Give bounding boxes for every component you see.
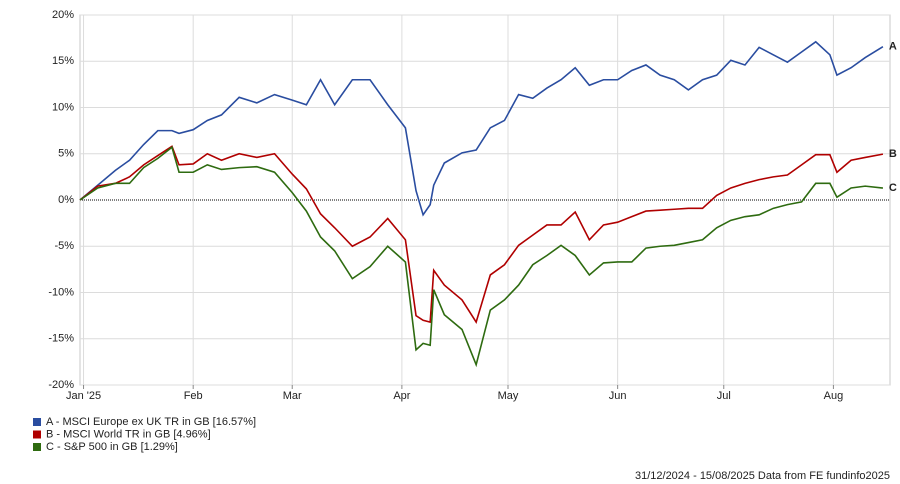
y-tick-label: -20% <box>48 379 74 391</box>
x-tick-label: Mar <box>283 390 302 402</box>
x-tick-label: Jul <box>717 390 731 402</box>
line-end-label: A <box>889 41 897 53</box>
legend-label: B - MSCI World TR in GB [4.96%] <box>46 428 211 440</box>
x-tick-label: Aug <box>824 390 844 402</box>
y-tick-label: 0% <box>58 194 74 206</box>
x-tick-label: Feb <box>184 390 203 402</box>
series-line <box>79 145 884 325</box>
x-tick-label: Jun <box>609 390 627 402</box>
footer: 31/12/2024 - 15/08/2025 Data from FE fun… <box>635 470 890 482</box>
legend-label: C - S&P 500 in GB [1.29%] <box>46 441 178 453</box>
y-tick-label: 20% <box>52 9 74 21</box>
line-end-label: C <box>889 182 897 194</box>
y-tick-label: -5% <box>54 240 74 252</box>
y-tick-label: 15% <box>52 55 74 67</box>
series-line <box>79 145 884 368</box>
y-tick-label: 10% <box>52 101 74 113</box>
line-end-label: B <box>889 148 897 160</box>
legend-swatch <box>33 443 41 451</box>
legend-swatch <box>33 430 41 439</box>
y-tick-label: -10% <box>48 286 74 298</box>
y-tick-label: 5% <box>58 148 74 160</box>
x-tick-label: Jan '25 <box>66 390 101 402</box>
series-line <box>79 40 884 217</box>
x-tick-label: May <box>498 390 519 402</box>
y-tick-label: -15% <box>48 333 74 345</box>
legend-swatch <box>33 418 41 426</box>
legend-label: A - MSCI Europe ex UK TR in GB [16.57%] <box>46 416 256 428</box>
x-tick-label: Apr <box>393 390 410 402</box>
